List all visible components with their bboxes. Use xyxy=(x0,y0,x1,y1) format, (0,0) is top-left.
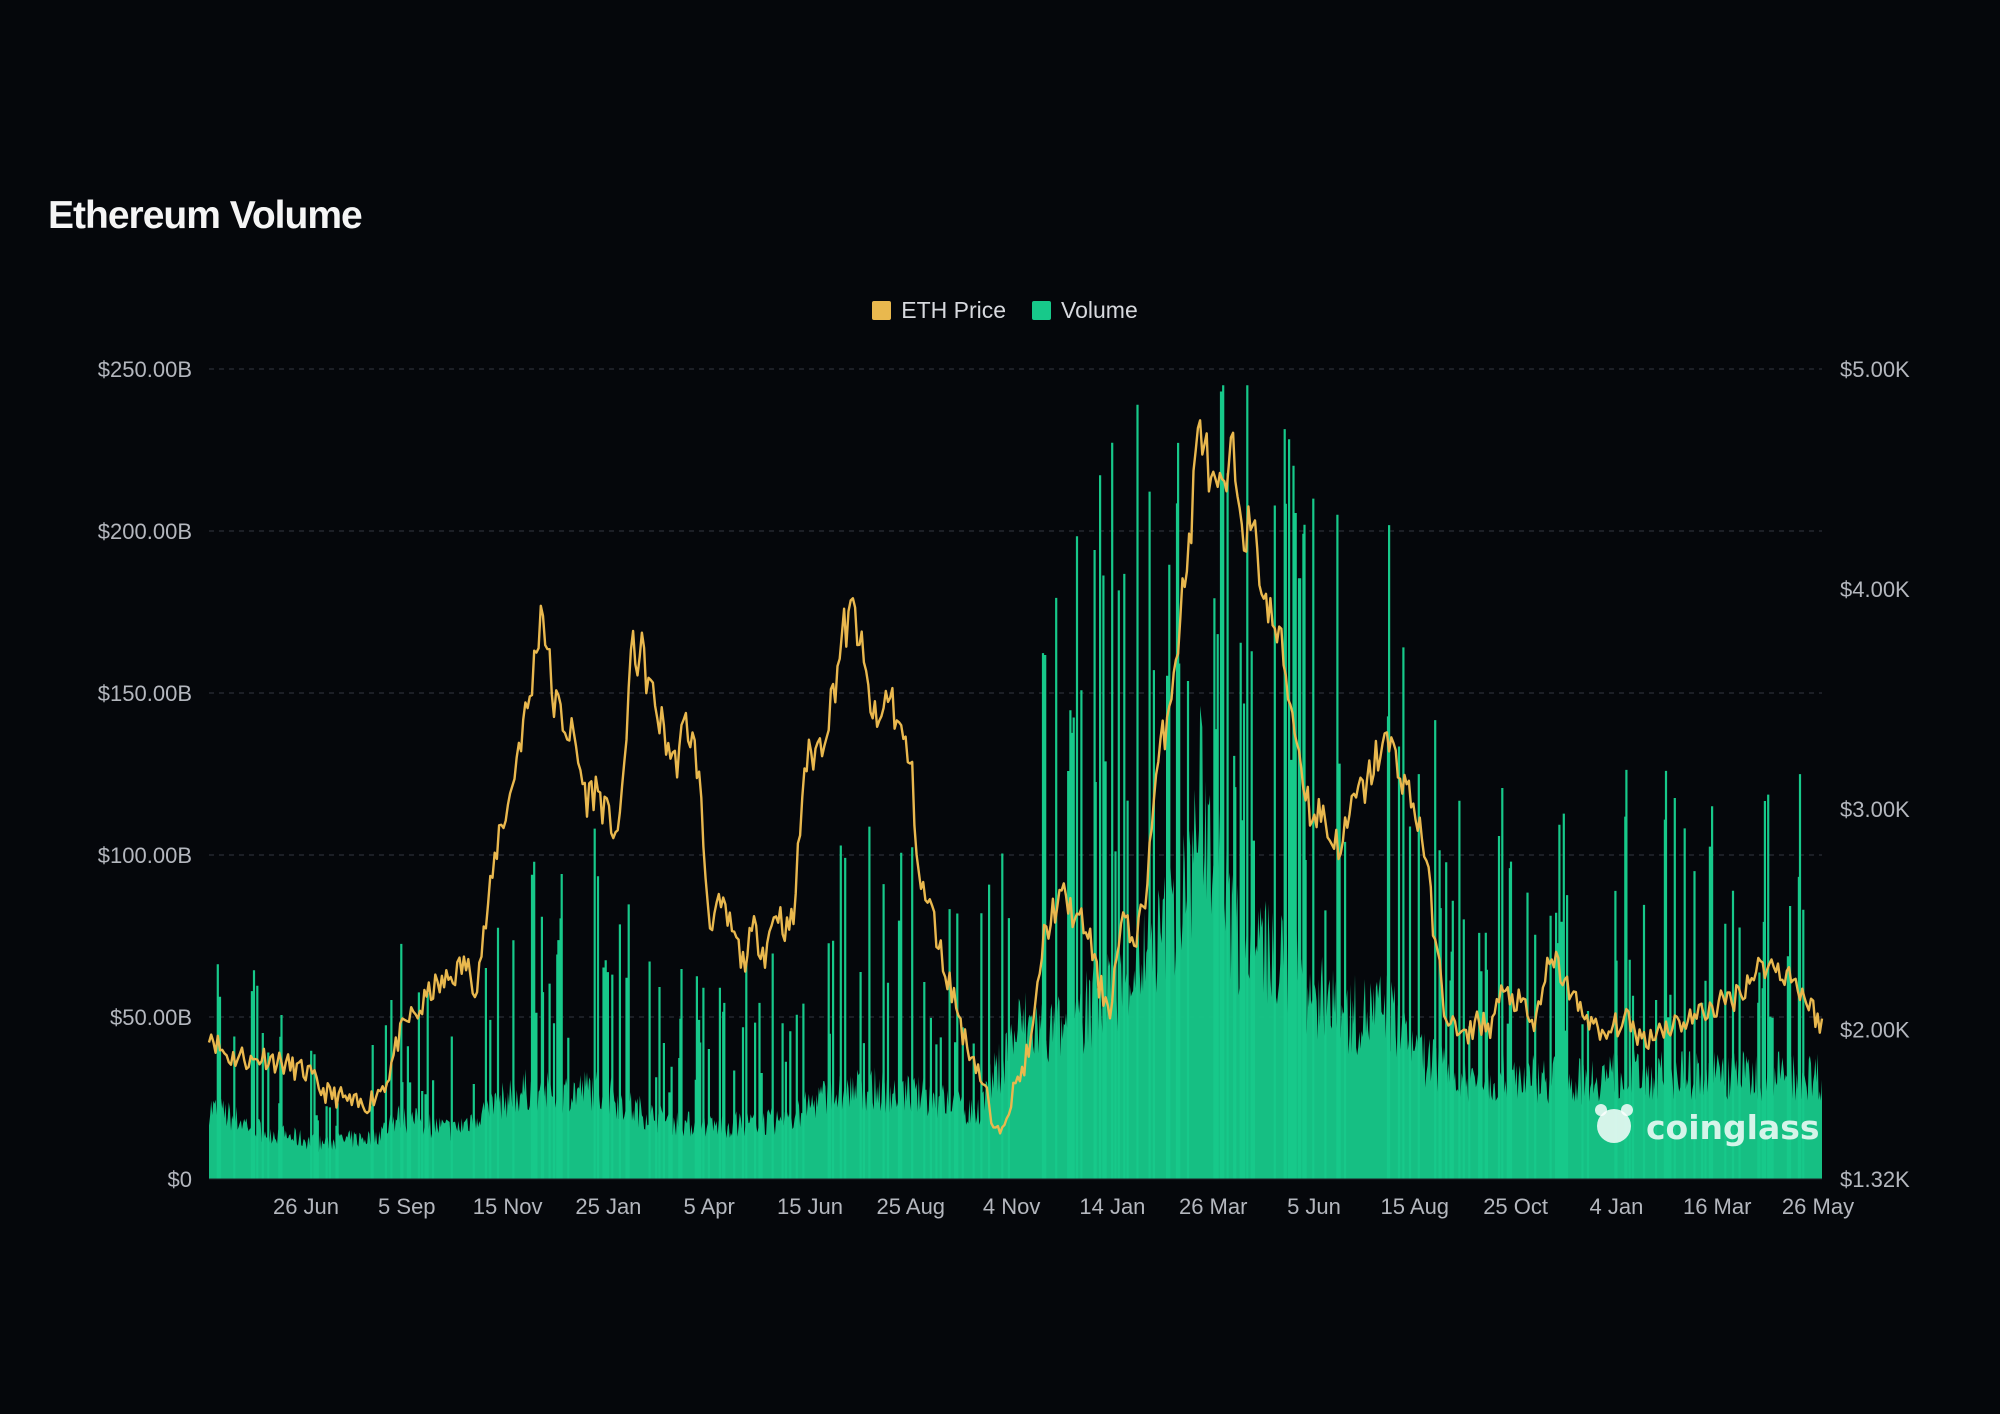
x-axis-tick-label: 14 Jan xyxy=(1079,1194,1145,1219)
chart-title: Ethereum Volume xyxy=(48,194,363,237)
x-axis-tick-label: 4 Jan xyxy=(1589,1194,1643,1219)
right-axis-tick-label: $4.00K xyxy=(1840,577,1910,602)
legend-item-eth-price[interactable]: ETH Price xyxy=(872,297,1006,324)
left-axis-tick-label: $250.00B xyxy=(98,357,192,382)
x-axis-tick-label: 26 May xyxy=(1782,1194,1854,1219)
legend-swatch-volume xyxy=(1032,301,1052,320)
x-axis-tick-label: 5 Apr xyxy=(684,1194,735,1219)
right-axis-tick-label: $2.00K xyxy=(1840,1017,1910,1042)
x-axis-tick-label: 26 Jun xyxy=(273,1194,339,1219)
x-axis-tick-label: 5 Sep xyxy=(378,1194,436,1219)
left-axis-tick-label: $150.00B xyxy=(98,681,192,706)
left-axis-tick-label: $100.00B xyxy=(98,843,192,868)
legend-swatch-eth-price xyxy=(872,301,892,320)
coinglass-logo-icon xyxy=(1597,1109,1631,1143)
axes: $0 $50.00B $100.00B $150.00B $200.00B $250.00… xyxy=(98,357,1910,1219)
watermark-text: coinglass xyxy=(1646,1108,1820,1147)
coinglass-logo-ear-icon xyxy=(1595,1104,1607,1116)
x-axis-tick-label: 15 Aug xyxy=(1381,1194,1450,1219)
legend-label-eth-price: ETH Price xyxy=(901,297,1007,323)
volume-series xyxy=(209,385,1822,1179)
right-axis-tick-label: $5.00K xyxy=(1840,357,1910,382)
right-axis-tick-label: $1.32K xyxy=(1840,1167,1910,1192)
x-axis-tick-label: 15 Jun xyxy=(777,1194,843,1219)
x-axis-tick-label: 5 Jun xyxy=(1287,1194,1341,1219)
left-axis-tick-label: $200.00B xyxy=(98,519,192,544)
x-axis-tick-label: 25 Oct xyxy=(1483,1194,1548,1219)
x-axis-tick-label: 26 Mar xyxy=(1179,1194,1247,1219)
right-axis-tick-label: $3.00K xyxy=(1840,797,1910,822)
x-axis-tick-label: 25 Jan xyxy=(575,1194,641,1219)
legend: ETH Price Volume xyxy=(0,297,2000,324)
x-axis-tick-label: 25 Aug xyxy=(877,1194,946,1219)
legend-item-volume[interactable]: Volume xyxy=(1032,297,1138,324)
x-axis-tick-label: 16 Mar xyxy=(1683,1194,1751,1219)
grid-lines xyxy=(209,368,1822,1018)
legend-label-volume: Volume xyxy=(1061,297,1138,323)
x-axis-tick-label: 15 Nov xyxy=(473,1194,543,1219)
x-axis-tick-label: 4 Nov xyxy=(983,1194,1040,1219)
coinglass-logo-ear-icon xyxy=(1621,1104,1633,1116)
price-line xyxy=(207,419,1824,1135)
price-series xyxy=(207,419,1824,1135)
coinglass-watermark: coinglass xyxy=(1595,1104,1820,1147)
left-axis-tick-label: $0 xyxy=(168,1167,192,1192)
left-axis-tick-label: $50.00B xyxy=(110,1005,192,1030)
